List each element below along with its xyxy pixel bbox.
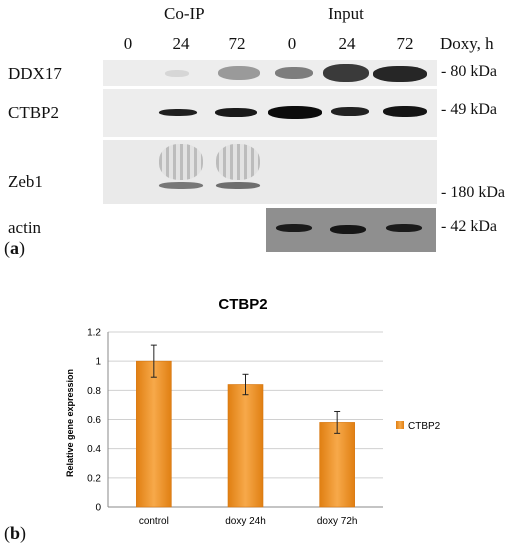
ctbp2-bar-chart: CTBP2 0 0.2 0.4 0.6 0.8 1 1.2 control doxy 24h d… <box>65 296 441 527</box>
band <box>216 144 260 180</box>
band <box>383 106 427 117</box>
western-blot-panel: Co-IP Input 0 24 72 0 24 72 Doxy, h DDX1… <box>0 0 525 265</box>
legend: CTBP2 <box>396 421 441 432</box>
blot-zeb1 <box>103 140 437 204</box>
error-bars <box>150 344 341 434</box>
band <box>165 70 189 77</box>
input-header: Input <box>328 4 364 23</box>
marker-42kda: 42 kDa <box>441 218 497 236</box>
band <box>330 225 366 234</box>
y-tick-label: 0.6 <box>87 415 101 426</box>
band <box>218 66 260 80</box>
band <box>159 144 203 180</box>
band <box>215 108 257 117</box>
bar <box>227 384 264 508</box>
band <box>331 107 369 116</box>
row-label-ddx17: DDX17 <box>8 64 62 83</box>
y-tick-labels: 0 0.2 0.4 0.6 0.8 1 1.2 <box>87 328 101 514</box>
blot-actin <box>266 208 436 252</box>
lane-label: 72 <box>396 34 414 53</box>
blot-ctbp2 <box>103 89 437 137</box>
y-axis-label: Relative gene expression <box>65 369 75 477</box>
lane-label: 0 <box>287 34 297 53</box>
band <box>216 182 260 189</box>
x-tick-label: control <box>139 516 169 527</box>
band <box>386 224 422 232</box>
band <box>268 106 322 119</box>
y-tick-label: 0 <box>95 503 101 514</box>
y-tick-label: 1 <box>95 357 101 368</box>
bar-chart-panel: CTBP2 0 0.2 0.4 0.6 0.8 1 1.2 control doxy 24h d… <box>0 285 525 550</box>
y-tick-label: 0.8 <box>87 386 101 397</box>
lane-label: 72 <box>228 34 246 53</box>
x-tick-labels: control doxy 24h doxy 72h <box>139 516 358 527</box>
bar <box>319 422 355 508</box>
band <box>159 182 203 189</box>
band <box>323 64 369 82</box>
legend-swatch <box>396 421 404 429</box>
y-tick-label: 1.2 <box>87 328 101 339</box>
x-tick-label: doxy 72h <box>317 516 358 527</box>
band <box>276 224 312 232</box>
row-label-zeb1: Zeb1 <box>8 172 43 191</box>
chart-title: CTBP2 <box>218 296 267 313</box>
blot-ddx17 <box>103 60 437 86</box>
lane-label: 24 <box>338 34 356 53</box>
bar <box>136 360 172 508</box>
legend-label: CTBP2 <box>408 421 441 432</box>
row-label-ctbp2: CTBP2 <box>8 103 60 122</box>
lane-label: 0 <box>123 34 133 53</box>
coip-header: Co-IP <box>164 4 205 23</box>
lane-label: 24 <box>172 34 190 53</box>
row-label-actin: actin <box>8 218 42 237</box>
x-tick-label: doxy 24h <box>225 516 266 527</box>
y-tick-label: 0.2 <box>87 473 101 484</box>
time-axis-label: Doxy, h <box>440 34 494 53</box>
panel-label-a: (a) <box>4 238 25 258</box>
y-tick-label: 0.4 <box>87 444 101 455</box>
bars <box>136 360 355 508</box>
marker-80kda: 80 kDa <box>441 63 497 81</box>
marker-49kda: 49 kDa <box>441 101 497 119</box>
marker-180kda: 180 kDa <box>441 184 505 202</box>
band <box>275 67 313 79</box>
band <box>159 109 197 116</box>
band <box>373 66 427 82</box>
panel-label-b: (b) <box>4 523 27 543</box>
